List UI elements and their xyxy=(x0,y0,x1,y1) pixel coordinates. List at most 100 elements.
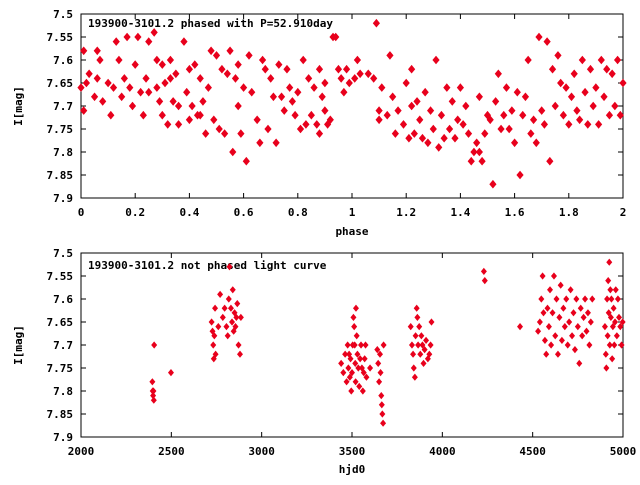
data-point xyxy=(573,106,581,115)
data-point xyxy=(242,156,250,166)
data-point xyxy=(212,350,219,358)
data-point xyxy=(153,55,161,65)
data-point xyxy=(605,110,614,120)
plot-frame xyxy=(80,13,624,199)
data-point xyxy=(451,133,459,143)
phased-light-curve-panel: 0 0.2 0.4 0.6 0.8 1 1.2 1.4 1.6 1.8 2 7.5 7.55 7.6 7.6… xyxy=(12,8,627,238)
data-point xyxy=(414,313,421,321)
data-point xyxy=(612,318,619,326)
x-tick-label: 5000 xyxy=(610,445,637,458)
data-point xyxy=(347,355,354,363)
data-point xyxy=(342,350,349,358)
data-point xyxy=(352,304,359,312)
data-point xyxy=(376,378,383,386)
data-point xyxy=(454,115,462,125)
data-point xyxy=(380,419,387,427)
data-point xyxy=(589,295,596,303)
data-point xyxy=(524,55,532,65)
data-point xyxy=(321,78,329,88)
data-point xyxy=(470,147,478,157)
data-point xyxy=(574,323,581,331)
data-point xyxy=(221,304,228,312)
data-point xyxy=(423,336,430,344)
data-point xyxy=(356,69,364,79)
data-point xyxy=(608,295,615,303)
data-point xyxy=(539,272,546,280)
data-point xyxy=(345,364,352,372)
data-point xyxy=(606,341,613,349)
data-point xyxy=(248,87,256,97)
data-point xyxy=(269,92,278,102)
data-point xyxy=(286,83,294,92)
data-point xyxy=(352,359,359,367)
data-point xyxy=(597,55,605,65)
data-point xyxy=(234,300,241,308)
data-point xyxy=(363,373,370,381)
data-point xyxy=(353,332,360,340)
data-point xyxy=(224,332,231,340)
data-point xyxy=(383,110,391,120)
data-point xyxy=(361,355,368,363)
data-point xyxy=(280,106,288,115)
data-point xyxy=(589,101,597,111)
data-point xyxy=(229,318,236,326)
data-point xyxy=(191,60,199,69)
data-point xyxy=(360,369,367,377)
data-point xyxy=(408,101,416,111)
data-point xyxy=(419,341,426,349)
data-point xyxy=(232,323,239,331)
plot-title: 193900-3101.2 phased with P=52.910day xyxy=(88,17,333,30)
data-point xyxy=(180,37,188,46)
data-point xyxy=(570,69,578,79)
data-point xyxy=(456,83,464,92)
data-point xyxy=(415,341,422,349)
data-point xyxy=(354,350,361,358)
data-point xyxy=(616,313,623,321)
data-point xyxy=(546,156,554,166)
data-point xyxy=(559,110,567,120)
data-point xyxy=(437,110,446,120)
data-point xyxy=(567,286,574,294)
x-tick-label: 0.6 xyxy=(234,206,254,219)
data-point xyxy=(411,373,418,381)
y-tick-label: 7.8 xyxy=(53,146,73,159)
data-point xyxy=(211,332,218,340)
data-point xyxy=(421,346,428,354)
data-point xyxy=(603,364,610,372)
x-tick-label: 1.2 xyxy=(396,206,416,219)
y-tick-label: 7.55 xyxy=(47,31,74,44)
data-point xyxy=(272,138,280,148)
data-point xyxy=(158,60,166,69)
data-point xyxy=(448,97,456,106)
data-point xyxy=(584,120,592,129)
data-point xyxy=(212,51,221,60)
data-point xyxy=(405,133,413,143)
data-point xyxy=(619,78,627,88)
data-point xyxy=(352,378,359,386)
data-point xyxy=(617,323,624,331)
data-point xyxy=(185,64,193,74)
data-point xyxy=(608,69,616,79)
data-point xyxy=(462,101,470,111)
data-point xyxy=(577,304,584,312)
data-point xyxy=(185,115,193,125)
data-point xyxy=(408,341,415,349)
data-point xyxy=(207,46,215,56)
data-point xyxy=(408,64,416,74)
data-point xyxy=(215,124,223,134)
data-point xyxy=(351,323,358,331)
data-point xyxy=(548,64,557,74)
data-point xyxy=(93,74,101,83)
data-point xyxy=(378,392,385,400)
y-tick-label: 7.55 xyxy=(47,270,74,283)
y-axis-label: I[mag] xyxy=(12,86,25,126)
data-point xyxy=(145,87,153,97)
data-point xyxy=(492,97,500,106)
data-point xyxy=(231,74,240,83)
data-point xyxy=(80,46,88,56)
data-point xyxy=(582,295,589,303)
data-point xyxy=(372,18,380,28)
data-point xyxy=(481,277,488,285)
data-point xyxy=(427,341,434,349)
data-point xyxy=(517,323,524,331)
